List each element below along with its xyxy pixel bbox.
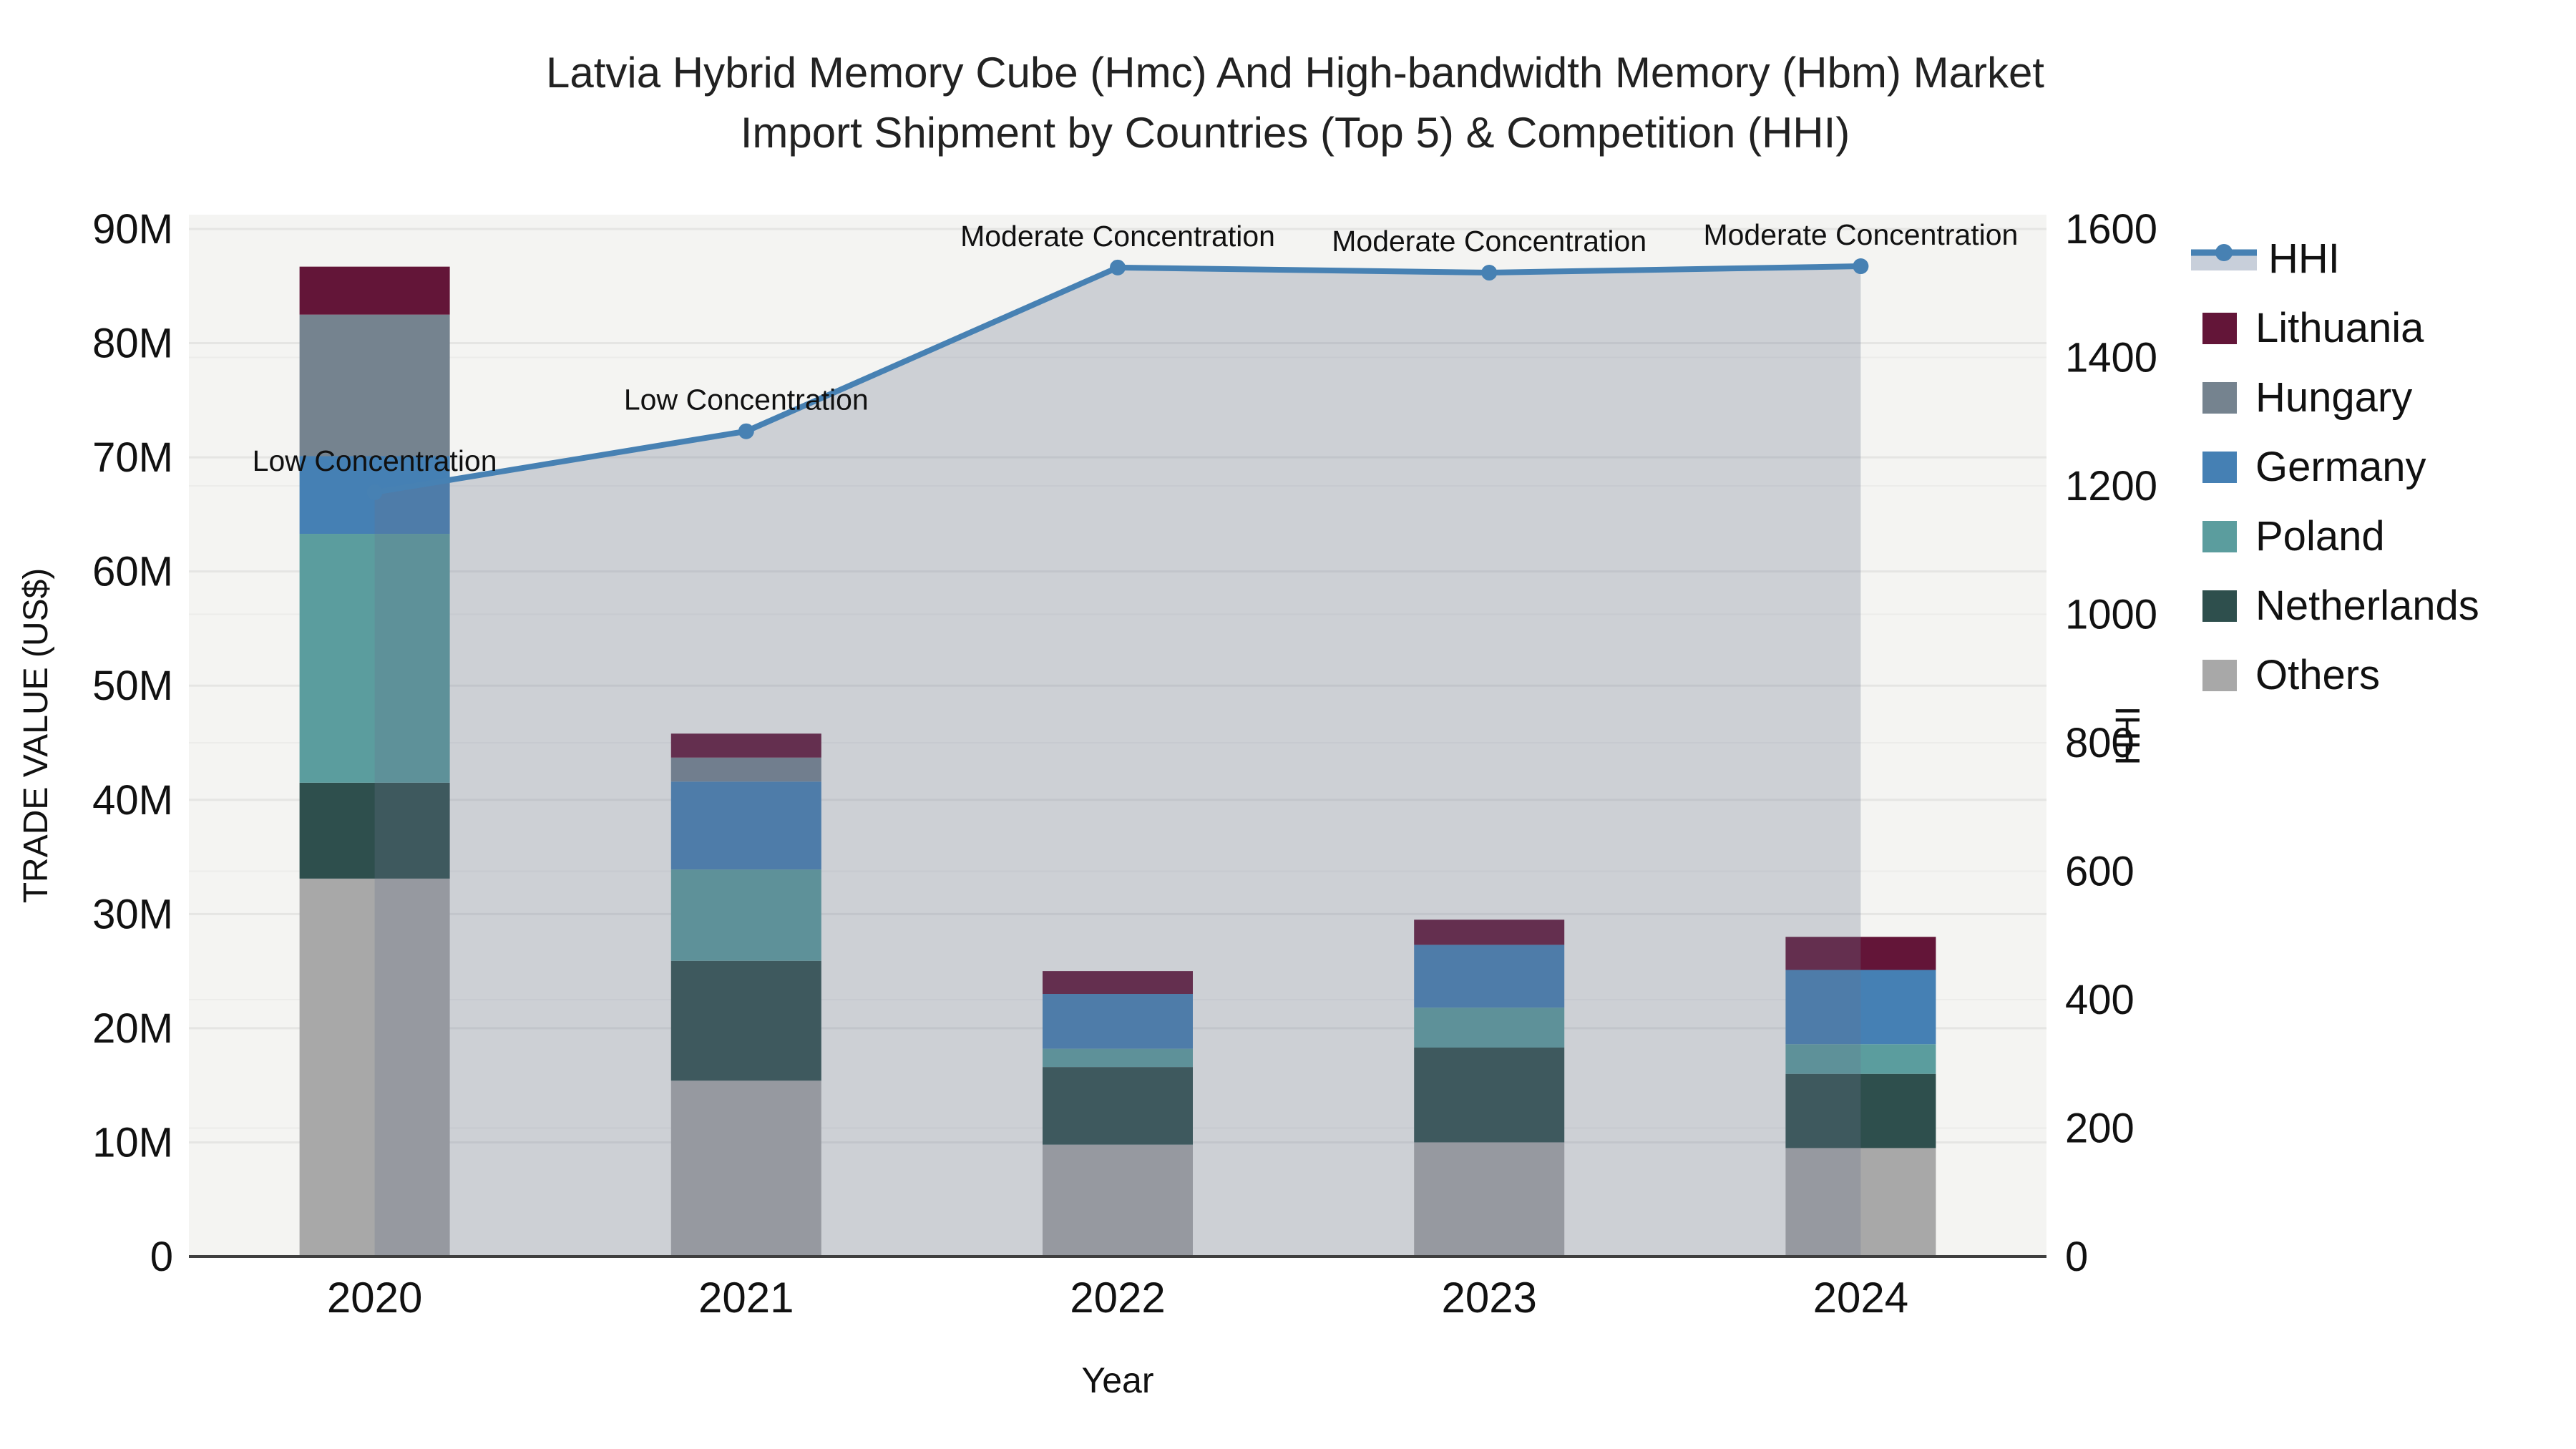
hhi-annotation-2021: Low Concentration: [624, 384, 869, 416]
bar-segment-germany-2023: [1414, 945, 1565, 1008]
legend: HHI Lithuania Hungary Germany Poland Netherla…: [2191, 224, 2479, 710]
y-right-tick-label: 200: [2065, 1106, 2135, 1152]
y-left-tick-label: 60M: [92, 549, 173, 595]
legend-item-hungary[interactable]: Hungary: [2202, 363, 2479, 432]
legend-label: HHI: [2268, 235, 2340, 282]
bar-segment-lithuania-2020: [299, 266, 450, 315]
legend-item-poland[interactable]: Poland: [2202, 502, 2479, 571]
y-left-tick-label: 30M: [92, 891, 173, 937]
hhi-area-fill: [374, 266, 1861, 1257]
bar-segment-others-2023: [1414, 1142, 1565, 1257]
chart-title-line1: Latvia Hybrid Memory Cube (Hmc) And High…: [546, 49, 2044, 97]
y-left-tick-label: 20M: [92, 1005, 173, 1052]
hhi-point-2022: [1110, 259, 1126, 275]
y-right-tick-label: 1000: [2065, 592, 2157, 638]
bar-segment-lithuania-2024: [1785, 937, 1936, 970]
y-right-tick-label: 1400: [2065, 335, 2157, 381]
netherlands-swatch-icon: [2202, 590, 2237, 622]
x-axis-title: Year: [1081, 1360, 1153, 1400]
legend-item-netherlands[interactable]: Netherlands: [2202, 571, 2479, 640]
x-tick-label-2024: 2024: [1813, 1274, 1908, 1322]
legend-label: Netherlands: [2255, 582, 2479, 629]
legend-label: Lithuania: [2255, 305, 2424, 351]
y-right-axis-title: HHI: [2109, 706, 2147, 766]
bar-segment-hungary-2020: [299, 314, 450, 457]
bar-segment-germany-2024: [1785, 970, 1936, 1045]
bar-segment-netherlands-2020: [299, 782, 450, 879]
y-left-tick-label: 40M: [92, 777, 173, 824]
x-tick-label-2020: 2020: [327, 1274, 422, 1322]
germany-swatch-icon: [2202, 451, 2237, 483]
legend-item-germany[interactable]: Germany: [2202, 432, 2479, 502]
x-tick-label-2023: 2023: [1441, 1274, 1536, 1322]
legend-item-others[interactable]: Others: [2202, 640, 2479, 710]
x-tick-label-2021: 2021: [698, 1274, 794, 1322]
y-right-tick-label: 400: [2065, 977, 2135, 1023]
others-swatch-icon: [2202, 659, 2237, 691]
hhi-line-icon: [2191, 243, 2257, 270]
hhi-point-2023: [1481, 265, 1498, 281]
bar-segment-netherlands-2024: [1785, 1073, 1936, 1148]
hungary-swatch-icon: [2202, 381, 2237, 414]
legend-label: Others: [2255, 652, 2381, 698]
chart-title: Latvia Hybrid Memory Cube (Hmc) And High…: [7, 43, 2576, 163]
chart-title-line2: Import Shipment by Countries (Top 5) & C…: [740, 109, 1850, 157]
y-right-tick-label: 600: [2065, 849, 2135, 895]
hhi-annotation-2023: Moderate Concentration: [1332, 225, 1646, 258]
bar-segment-germany-2022: [1043, 994, 1193, 1049]
bar-segment-germany-2021: [670, 781, 821, 870]
poland-swatch-icon: [2202, 520, 2237, 552]
bar-segment-poland-2021: [670, 869, 821, 961]
bar-segment-poland-2023: [1414, 1008, 1565, 1048]
bar-segment-lithuania-2023: [1414, 919, 1565, 945]
y-left-tick-label: 90M: [92, 206, 173, 253]
bar-segment-lithuania-2022: [1043, 971, 1193, 995]
bar-segment-poland-2020: [299, 534, 450, 783]
bar-segment-hungary-2021: [670, 757, 821, 782]
bar-segment-poland-2022: [1043, 1048, 1193, 1068]
y-left-tick-label: 80M: [92, 321, 173, 367]
bar-segment-others-2021: [670, 1080, 821, 1257]
legend-label: Germany: [2255, 444, 2426, 490]
hhi-point-2020: [366, 484, 383, 500]
y-left-axis-title: TRADE VALUE (US$): [17, 568, 55, 904]
legend-label: Poland: [2255, 513, 2385, 560]
hhi-annotation-2024: Moderate Concentration: [1703, 218, 2018, 251]
y-right-tick-label: 0: [2065, 1234, 2088, 1280]
bar-segment-others-2024: [1785, 1148, 1936, 1257]
hhi-point-2021: [738, 423, 754, 439]
legend-item-lithuania[interactable]: Lithuania: [2202, 293, 2479, 363]
hhi-annotation-2022: Moderate Concentration: [960, 220, 1275, 253]
bar-segment-others-2022: [1043, 1144, 1193, 1257]
legend-item-hhi[interactable]: HHI: [2191, 224, 2479, 293]
y-left-tick-label: 50M: [92, 663, 173, 709]
bar-segment-netherlands-2021: [670, 960, 821, 1081]
y-right-tick-label: 1200: [2065, 463, 2157, 509]
bar-segment-netherlands-2023: [1414, 1048, 1565, 1143]
y-left-tick-label: 0: [150, 1234, 173, 1280]
y-right-tick-label: 800: [2065, 720, 2135, 766]
hhi-annotation-2020: Low Concentration: [253, 444, 497, 477]
x-tick-label-2022: 2022: [1070, 1274, 1165, 1322]
bar-segment-lithuania-2021: [670, 733, 821, 758]
y-left-tick-label: 10M: [92, 1119, 173, 1166]
bar-segment-netherlands-2022: [1043, 1067, 1193, 1145]
y-right-tick-label: 1600: [2065, 206, 2157, 253]
y-left-tick-label: 70M: [92, 434, 173, 481]
bar-segment-poland-2024: [1785, 1044, 1936, 1074]
lithuania-swatch-icon: [2202, 312, 2237, 344]
hhi-point-2024: [1853, 258, 1869, 275]
bar-segment-others-2020: [299, 878, 450, 1257]
legend-label: Hungary: [2255, 374, 2413, 421]
